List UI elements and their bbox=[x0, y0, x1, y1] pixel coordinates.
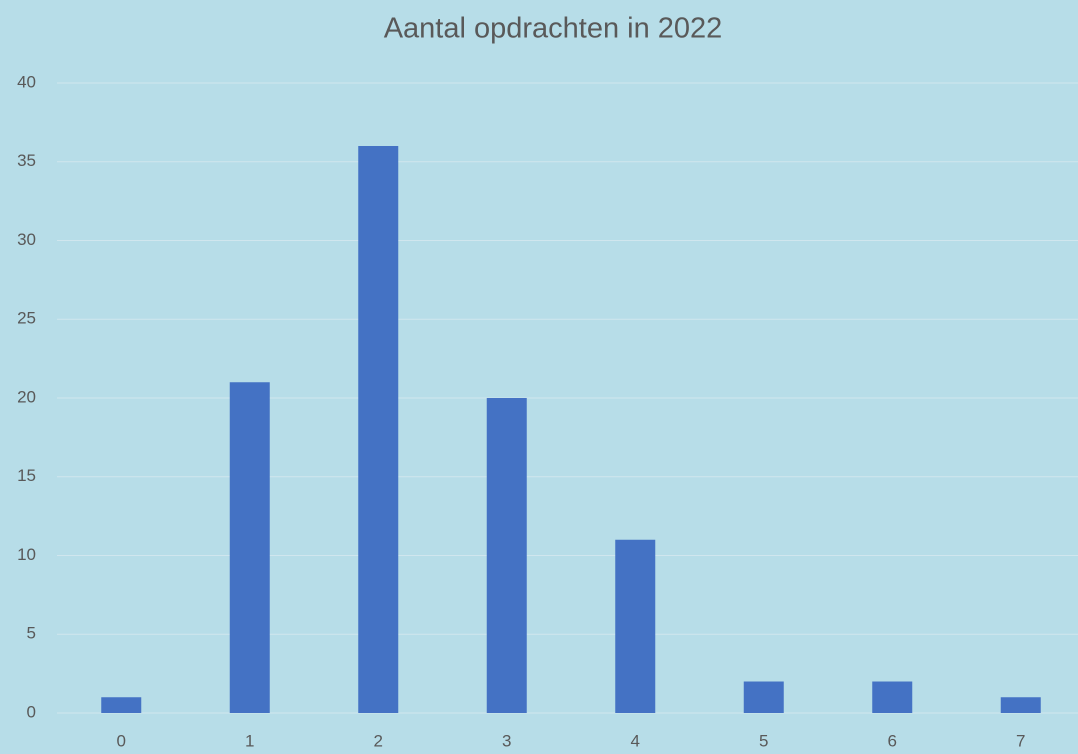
x-tick-label: 4 bbox=[631, 731, 640, 750]
y-tick-label: 0 bbox=[27, 702, 36, 721]
y-tick-label: 10 bbox=[17, 545, 36, 564]
chart-title: Aantal opdrachten in 2022 bbox=[384, 13, 723, 45]
bar bbox=[101, 697, 142, 713]
x-tick-label: 6 bbox=[888, 731, 897, 750]
bar bbox=[486, 398, 527, 713]
y-tick-label: 15 bbox=[17, 466, 36, 485]
bar bbox=[229, 382, 270, 713]
y-tick-label: 35 bbox=[17, 151, 36, 170]
y-tick-label: 20 bbox=[17, 387, 36, 406]
x-tick-label: 5 bbox=[759, 731, 768, 750]
bar bbox=[1000, 697, 1041, 713]
y-tick-label: 30 bbox=[17, 230, 36, 249]
bar bbox=[615, 539, 656, 713]
x-tick-label: 1 bbox=[245, 731, 254, 750]
y-tick-label: 25 bbox=[17, 309, 36, 328]
bar bbox=[743, 681, 784, 713]
bar bbox=[872, 681, 913, 713]
x-tick-label: 7 bbox=[1016, 731, 1025, 750]
y-tick-label: 5 bbox=[27, 624, 36, 643]
bar bbox=[358, 146, 399, 713]
x-tick-label: 3 bbox=[502, 731, 511, 750]
y-tick-label: 40 bbox=[17, 72, 36, 91]
x-tick-label: 0 bbox=[117, 731, 126, 750]
x-tick-label: 2 bbox=[374, 731, 383, 750]
